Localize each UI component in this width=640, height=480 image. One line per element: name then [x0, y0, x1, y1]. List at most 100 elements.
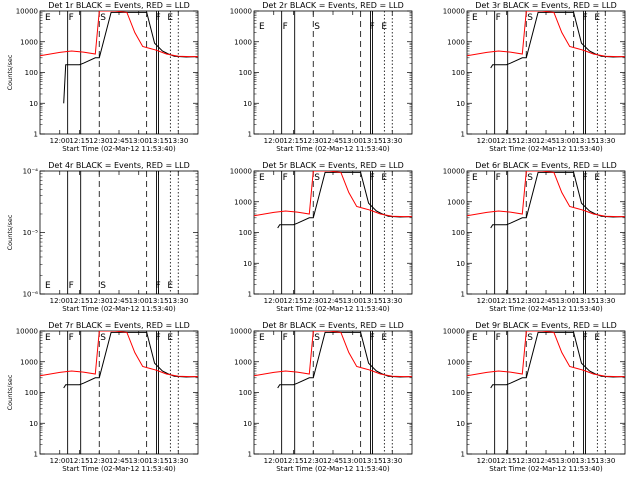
- flag-label: F: [370, 333, 375, 343]
- x-tick-label: 13:30: [168, 297, 188, 305]
- y-tick-label: 1: [34, 451, 38, 459]
- y-tick-label: 1: [34, 131, 38, 139]
- series-lld-line: [467, 171, 625, 218]
- x-tick-label: 12:15: [283, 457, 303, 465]
- flag-label: E: [259, 22, 265, 32]
- x-tick-label: 13:30: [595, 137, 615, 145]
- x-tick-label: 12:45: [323, 457, 343, 465]
- x-tick-label: 13:00: [129, 297, 149, 305]
- x-tick-label: 12:30: [303, 457, 323, 465]
- x-tick-label: 12:00: [264, 137, 284, 145]
- y-tick-label: 1: [248, 131, 252, 139]
- x-axis-label: Start Time (02-Mar-12 11:53:40): [489, 145, 603, 153]
- x-tick-label: 13:30: [168, 457, 188, 465]
- panel-det-3: Det 3r BLACK = Events, RED = LLD 12:00 12:…: [443, 1, 626, 153]
- y-tick-label: 10⁻⁴: [23, 168, 39, 176]
- x-tick-label: 12:30: [303, 137, 323, 145]
- flag-label: S: [314, 173, 320, 183]
- x-tick-label: 13:00: [343, 297, 363, 305]
- plot-frame: [39, 170, 199, 295]
- y-tick-label: 1000: [234, 38, 252, 46]
- x-tick-label: 12:30: [89, 137, 109, 145]
- y-tick-label: 10000: [230, 8, 252, 16]
- y-tick-label: 10000: [443, 8, 465, 16]
- flag-label: S: [100, 333, 106, 343]
- flag-label: F: [69, 333, 74, 343]
- x-tick-label: 13:15: [362, 457, 382, 465]
- x-tick-label: 13:00: [556, 297, 576, 305]
- x-tick-label: 12:00: [477, 137, 497, 145]
- x-tick-label: 12:30: [516, 137, 536, 145]
- x-tick-label: 12:00: [264, 457, 284, 465]
- flag-label: E: [167, 281, 173, 291]
- y-tick-label: 10: [456, 260, 465, 268]
- plot-frame: [39, 10, 199, 135]
- x-axis-label: Start Time (02-Mar-12 11:53:40): [276, 145, 390, 153]
- flag-label: S: [527, 333, 533, 343]
- x-tick-label: 12:45: [323, 297, 343, 305]
- x-tick-label: 12:30: [89, 457, 109, 465]
- flag-label: E: [381, 22, 387, 32]
- y-tick-label: 10000: [230, 168, 252, 176]
- y-tick-label: 1000: [447, 198, 465, 206]
- y-tick-label: 100: [452, 229, 465, 237]
- y-tick-label: 10⁻⁶: [23, 291, 39, 299]
- flag-label: E: [594, 333, 600, 343]
- y-tick-label: 100: [25, 69, 38, 77]
- y-tick-label: 100: [25, 389, 38, 397]
- y-tick-label: 1000: [20, 358, 38, 366]
- y-tick-label: 100: [239, 389, 252, 397]
- y-axis-label: Counts/sec: [6, 54, 14, 90]
- y-tick-label: 1000: [447, 38, 465, 46]
- x-tick-label: 13:30: [382, 137, 402, 145]
- y-tick-label: 10000: [443, 328, 465, 336]
- x-axis-label: Start Time (02-Mar-12 11:53:40): [489, 305, 603, 313]
- x-tick-label: 12:30: [516, 297, 536, 305]
- y-tick-label: 1: [248, 291, 252, 299]
- x-tick-label: 12:30: [516, 457, 536, 465]
- x-tick-label: 12:00: [50, 137, 70, 145]
- x-axis-label: Start Time (02-Mar-12 11:53:40): [62, 305, 176, 313]
- flag-label: S: [527, 173, 533, 183]
- x-tick-label: 12:15: [69, 137, 89, 145]
- flag-label: E: [45, 281, 51, 291]
- y-axis-label: Counts/sec: [6, 374, 14, 410]
- flag-label: E: [259, 173, 265, 183]
- plot-frame: [253, 10, 413, 135]
- x-tick-label: 12:15: [69, 297, 89, 305]
- plot-frame: [253, 330, 413, 455]
- flag-label: F: [156, 281, 161, 291]
- series-lld-line: [467, 11, 625, 58]
- x-tick-label: 13:00: [556, 137, 576, 145]
- x-axis-label: Start Time (02-Mar-12 11:53:40): [276, 465, 390, 473]
- plot-frame: [466, 170, 626, 295]
- y-tick-label: 10000: [16, 8, 38, 16]
- y-tick-label: 1: [461, 131, 465, 139]
- x-axis-label: Start Time (02-Mar-12 11:53:40): [489, 465, 603, 473]
- y-tick-label: 10000: [443, 168, 465, 176]
- x-tick-label: 12:45: [109, 137, 129, 145]
- plot-frame: [466, 330, 626, 455]
- panel-title: Det 1r BLACK = Events, RED = LLD: [48, 1, 190, 10]
- flag-label: F: [583, 13, 588, 23]
- x-tick-label: 13:00: [343, 457, 363, 465]
- flag-label: E: [472, 13, 478, 23]
- x-tick-label: 12:45: [109, 457, 129, 465]
- panel-title: Det 4r BLACK = Events, RED = LLD: [48, 161, 190, 170]
- flag-label: F: [370, 22, 375, 32]
- x-tick-label: 12:00: [477, 457, 497, 465]
- panel-title: Det 3r BLACK = Events, RED = LLD: [475, 1, 617, 10]
- panel-title: Det 9r BLACK = Events, RED = LLD: [475, 321, 617, 330]
- flag-label: F: [496, 173, 501, 183]
- flag-label: E: [594, 13, 600, 23]
- x-tick-label: 12:15: [496, 297, 516, 305]
- plot-frame: [39, 330, 199, 455]
- x-tick-label: 13:00: [343, 137, 363, 145]
- x-axis-label: Start Time (02-Mar-12 11:53:40): [62, 145, 176, 153]
- x-tick-label: 13:00: [129, 137, 149, 145]
